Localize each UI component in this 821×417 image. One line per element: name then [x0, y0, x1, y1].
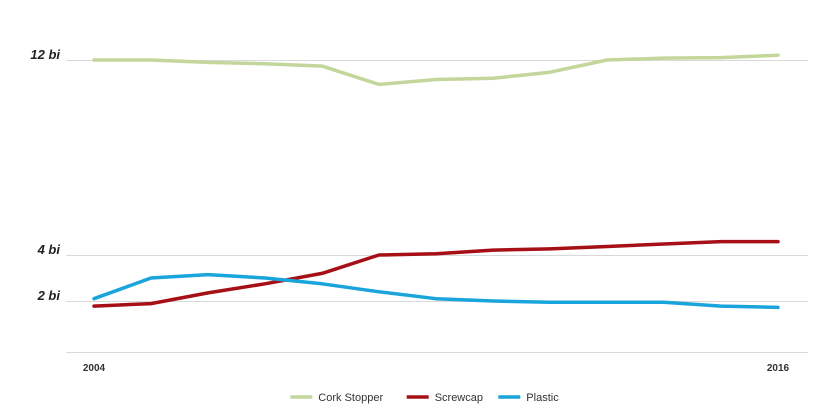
legend: Cork Stopper Screwcap Plastic — [290, 392, 559, 404]
y-axis-tick-labels: 2 bi 4 bi 12 bi — [30, 47, 60, 303]
legend-label: Screwcap — [435, 392, 483, 404]
x-tick-label: 2004 — [83, 363, 106, 374]
y-tick-label: 12 bi — [30, 47, 60, 62]
y-tick-label: 4 bi — [37, 242, 61, 257]
gridlines — [66, 60, 808, 353]
series-line-screwcap — [92, 239, 780, 308]
series-line-cork-stopper — [92, 53, 780, 87]
legend-label: Cork Stopper — [318, 392, 383, 404]
legend-label: Plastic — [526, 392, 559, 404]
series-line-plastic — [92, 272, 780, 310]
series-lines — [92, 53, 780, 310]
x-axis-tick-labels: 2004 2016 — [83, 363, 790, 374]
x-tick-label: 2016 — [767, 363, 790, 374]
y-tick-label: 2 bi — [37, 288, 61, 303]
